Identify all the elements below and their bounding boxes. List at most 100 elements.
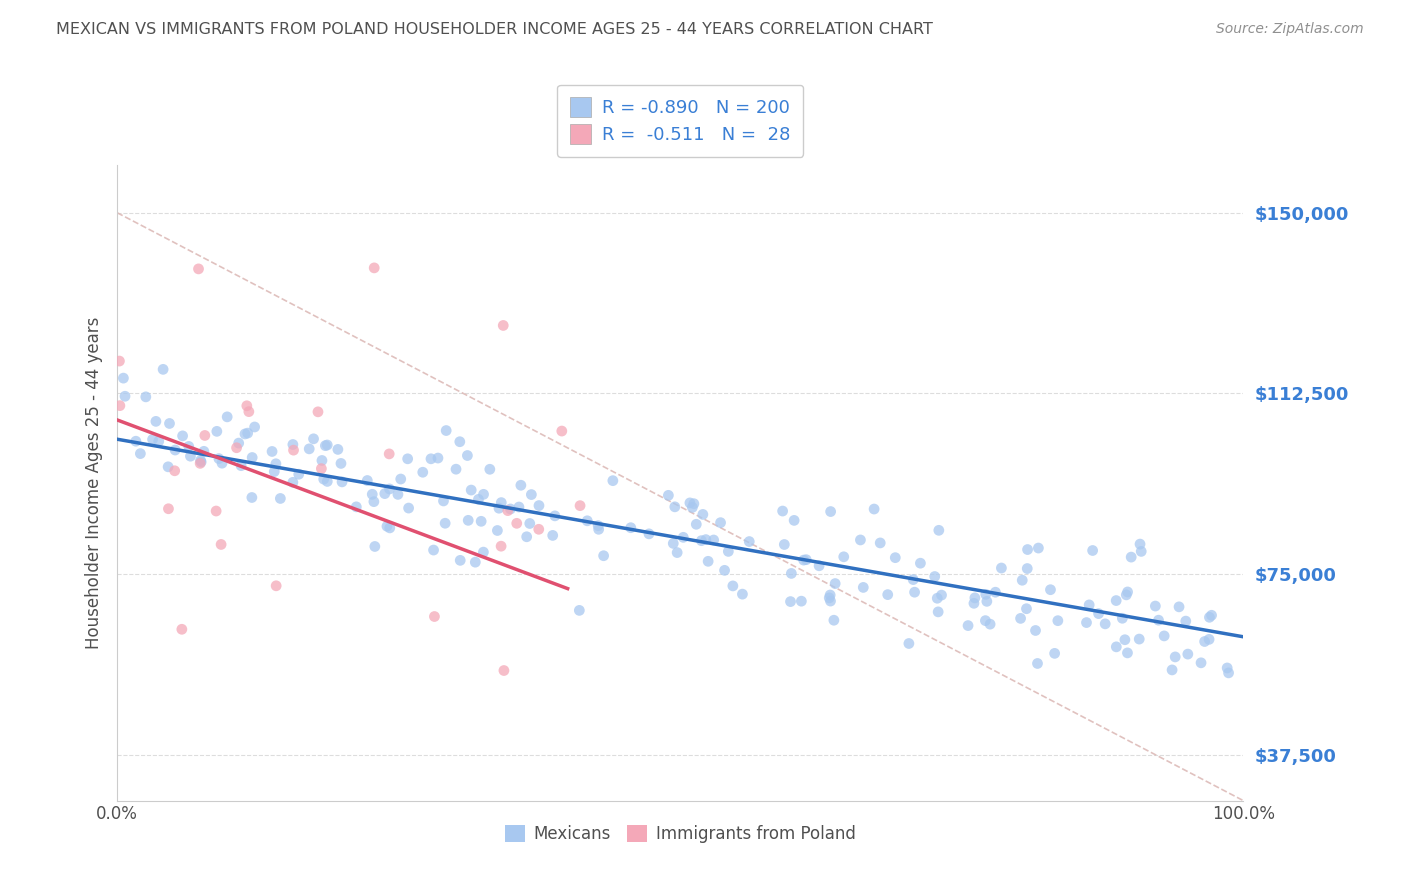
Point [114,389,136,403]
Point [823,613,845,627]
Point [287,467,309,482]
Point [457,513,479,527]
Point [1043,646,1066,660]
Point [1153,629,1175,643]
Point [1216,661,1239,675]
Point [568,603,591,617]
Point [499,502,522,516]
Point [1017,542,1039,557]
Point [467,492,489,507]
Point [551,424,574,438]
Point [717,544,740,558]
Point [157,459,180,474]
Point [374,486,396,500]
Point [449,434,471,449]
Point [432,494,454,508]
Point [142,433,165,447]
Point [187,261,209,276]
Point [690,533,713,548]
Point [620,521,643,535]
Point [378,521,401,535]
Point [240,450,263,465]
Point [145,414,167,428]
Point [316,475,339,489]
Point [527,522,550,536]
Point [1115,588,1137,602]
Point [685,517,707,532]
Point [302,432,325,446]
Point [820,504,842,518]
Point [1081,543,1104,558]
Point [506,516,529,531]
Point [520,487,543,501]
Point [1129,537,1152,551]
Point [924,569,946,583]
Point [378,482,401,496]
Point [976,594,998,608]
Point [602,474,624,488]
Point [1164,649,1187,664]
Point [931,588,953,602]
Y-axis label: Householder Income Ages 25 - 44 years: Householder Income Ages 25 - 44 years [86,317,103,648]
Point [172,429,194,443]
Point [1078,598,1101,612]
Point [364,540,387,554]
Legend: Mexicans, Immigrants from Poland: Mexicans, Immigrants from Poland [498,818,862,849]
Point [283,443,305,458]
Point [541,528,564,542]
Point [818,591,841,605]
Point [378,447,401,461]
Point [263,465,285,479]
Point [489,539,512,553]
Point [165,443,187,458]
Point [1111,611,1133,625]
Point [1218,665,1240,680]
Point [508,500,530,514]
Point [692,508,714,522]
Point [869,536,891,550]
Point [492,318,515,333]
Point [662,536,685,550]
Point [928,524,950,538]
Point [1161,663,1184,677]
Point [588,522,610,536]
Point [818,588,841,602]
Point [1105,640,1128,654]
Point [163,464,186,478]
Point [152,362,174,376]
Point [709,516,731,530]
Point [375,519,398,533]
Point [516,530,538,544]
Point [312,472,335,486]
Point [269,491,291,506]
Point [679,496,702,510]
Point [148,434,170,449]
Point [1116,585,1139,599]
Point [820,594,842,608]
Point [592,549,614,563]
Point [449,553,471,567]
Point [423,609,446,624]
Point [849,533,872,547]
Point [311,453,333,467]
Point [1039,582,1062,597]
Point [205,504,228,518]
Point [363,494,385,508]
Point [1024,624,1046,638]
Point [330,475,353,489]
Point [884,550,907,565]
Point [488,501,510,516]
Point [1201,608,1223,623]
Point [903,585,925,599]
Point [326,442,349,457]
Point [1144,599,1167,613]
Point [188,456,211,470]
Point [1114,632,1136,647]
Point [683,497,706,511]
Point [314,439,336,453]
Point [990,561,1012,575]
Point [238,404,260,418]
Point [281,475,304,490]
Point [363,260,385,275]
Point [389,472,412,486]
